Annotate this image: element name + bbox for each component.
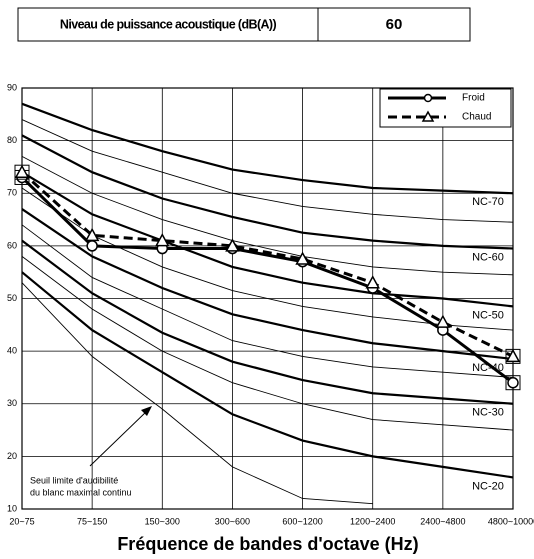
arrow-head — [141, 406, 152, 416]
nc-curve — [21, 239, 514, 405]
nc-curve — [21, 282, 373, 505]
marker — [84, 227, 100, 242]
table-frame — [17, 7, 471, 42]
nc-curve — [21, 102, 514, 195]
y-tick-label: 40 — [7, 346, 17, 356]
x-axis-title: Fréquence de bandes d'octave (Hz) — [117, 534, 418, 554]
annotation: Seuil limite d'audibilité — [30, 475, 118, 485]
marker — [225, 238, 240, 252]
marker — [507, 376, 519, 389]
nc-curve — [21, 119, 514, 223]
marker — [14, 164, 30, 178]
x-tick-label: 75~150 — [77, 516, 107, 526]
nc-label: NC-50 — [472, 309, 504, 321]
nc-curve — [21, 208, 514, 361]
y-tick-label: 90 — [7, 82, 17, 92]
end-box — [14, 164, 30, 180]
legend-marker — [423, 93, 433, 103]
nc-curve — [21, 134, 514, 250]
annotation: du blanc maximal continu — [30, 487, 132, 497]
nc-label: NC-60 — [472, 251, 504, 263]
x-tick-label: 4800~10000 — [488, 516, 534, 526]
nc-curve — [21, 156, 514, 276]
nc-label: NC-70 — [472, 196, 504, 208]
y-tick-label: 50 — [7, 293, 17, 303]
marker — [365, 275, 380, 289]
y-tick-label: 30 — [7, 398, 17, 408]
table-label: Niveau de puissance acoustique (dB(A)) — [60, 17, 277, 31]
legend-marker — [421, 110, 435, 122]
y-tick-label: 10 — [7, 503, 17, 513]
end-box — [505, 348, 521, 364]
legend-label: Chaud — [462, 112, 491, 123]
marker — [155, 233, 170, 247]
legend-box — [379, 88, 512, 128]
nc-curve — [21, 224, 514, 378]
end-box — [505, 375, 521, 391]
y-tick-label: 70 — [7, 188, 17, 198]
nc-curve — [21, 171, 514, 308]
marker — [505, 348, 521, 363]
nc-curve — [21, 271, 514, 479]
nc-label: NC-20 — [472, 480, 504, 492]
x-tick-label: 300~600 — [215, 516, 250, 526]
y-tick-label: 20 — [7, 451, 17, 461]
y-tick-label: 60 — [7, 240, 17, 250]
marker — [295, 251, 310, 265]
x-tick-label: 150~300 — [145, 516, 180, 526]
y-tick-label: 80 — [7, 135, 17, 145]
nc-curve — [21, 256, 514, 431]
x-tick-label: 1200~2400 — [350, 516, 395, 526]
legend-label: Froid — [462, 93, 485, 104]
x-tick-label: 2400~4800 — [420, 516, 465, 526]
series-line — [20, 176, 514, 384]
x-tick-label: 600~1200 — [282, 516, 322, 526]
x-tick-label: 20~75 — [9, 516, 34, 526]
marker — [86, 240, 98, 252]
annotation-arrow — [89, 409, 149, 467]
nc-label: NC-30 — [472, 407, 504, 419]
series-line — [20, 171, 514, 358]
table-value: 60 — [386, 16, 403, 33]
marker — [435, 314, 451, 328]
